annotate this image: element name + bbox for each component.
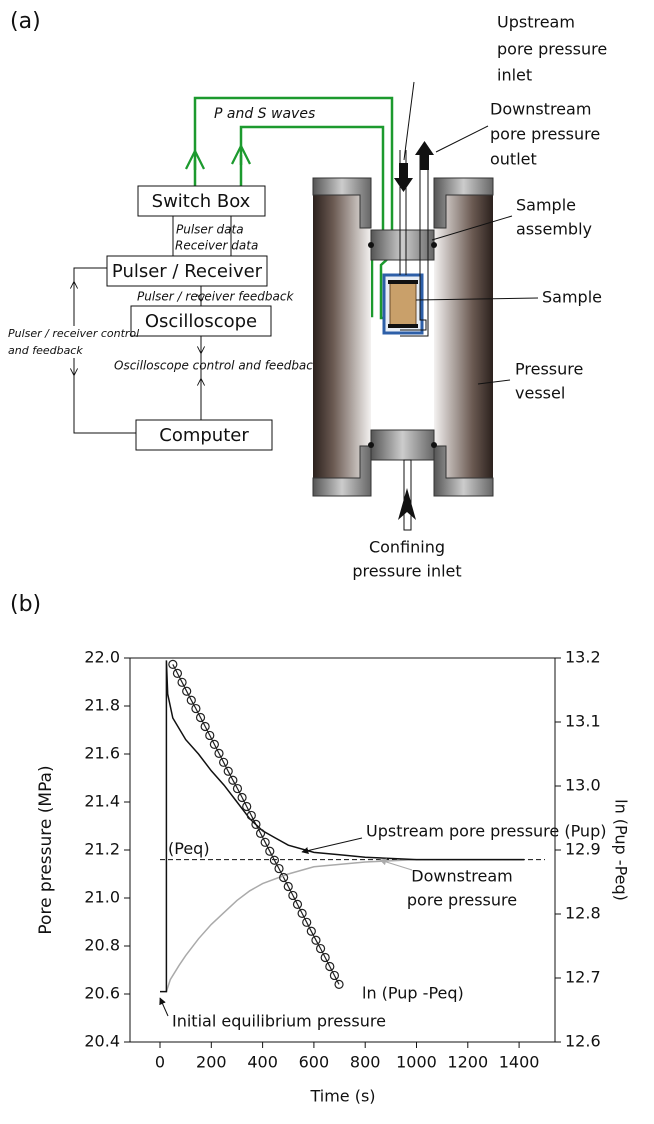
top-plug [371, 230, 434, 260]
o-ring [431, 442, 437, 448]
y2-axis-title: ln (Pup -Peq) [612, 799, 631, 901]
x-tick-label: 200 [196, 1053, 227, 1072]
callout: assembly [516, 220, 592, 239]
connector-label: and feedback [8, 344, 83, 357]
callout: Sample [516, 196, 576, 215]
reference-label: (Peq) [168, 839, 210, 858]
panel-label: (b) [10, 592, 41, 617]
y-tick-label: 20.4 [84, 1032, 120, 1051]
x-tick-label: 1400 [499, 1053, 540, 1072]
chart: 13.2 13.1 13.0 12.9 12.8 12.7 12.6 22.0 21.8 21.6… [10, 592, 631, 1106]
connector-label: Pulser data [176, 223, 244, 237]
bottom-plug [371, 430, 434, 460]
box-label: Pulser / Receiver [112, 261, 263, 282]
end-cap [388, 324, 418, 328]
panel-label: (a) [10, 9, 41, 34]
callout: Upstream [497, 13, 575, 32]
outlet-arrow [415, 141, 434, 170]
y2-tick-label: 13.1 [565, 712, 601, 731]
y2-tick-label: 13.0 [565, 776, 601, 795]
callout: Confining [369, 538, 445, 557]
callout: pore pressure [490, 125, 600, 144]
y2-tick-label: 13.2 [565, 648, 601, 667]
y-tick-label: 21.0 [84, 888, 120, 907]
box-label: Computer [159, 425, 249, 446]
y-tick-label: 21.4 [84, 792, 120, 811]
x-tick-label: 600 [299, 1053, 330, 1072]
annotation: Downstream [411, 867, 512, 886]
sample [390, 282, 416, 326]
y2-tick-label: 12.9 [565, 840, 601, 859]
x-axis-title: Time (s) [309, 1087, 375, 1106]
box-label: Oscilloscope [145, 311, 257, 332]
y-tick-label: 20.8 [84, 936, 120, 955]
x-tick-label: 800 [350, 1053, 381, 1072]
y-tick-label: 21.6 [84, 744, 120, 763]
callout: Downstream [490, 100, 591, 119]
annotation: Initial equilibrium pressure [172, 1012, 386, 1031]
x-tick-label: 400 [247, 1053, 278, 1072]
connector-label: Receiver data [175, 239, 258, 253]
y-tick-label: 20.6 [84, 984, 120, 1003]
annotation-arrow [302, 838, 362, 852]
y2-tick-label: 12.8 [565, 904, 601, 923]
annotation: pore pressure [407, 891, 517, 910]
connector-label: Oscilloscope control and feedback [114, 359, 321, 373]
o-ring [431, 242, 437, 248]
y2-tick-label: 12.6 [565, 1032, 601, 1051]
inlet-arrow [394, 163, 413, 192]
waves-label: P and S waves [214, 106, 315, 122]
y-tick-label: 22.0 [84, 648, 120, 667]
callout: vessel [515, 384, 565, 403]
y2-tick-label: 12.7 [565, 968, 601, 987]
x-tick-label: 1000 [396, 1053, 437, 1072]
callout: inlet [497, 66, 532, 85]
figure: (a) P and S waves Switch Box Pulser data… [0, 0, 654, 1124]
o-ring [368, 442, 374, 448]
x-tick-label: 1200 [447, 1053, 488, 1072]
connector-label: Pulser / receiver feedback [137, 290, 294, 304]
box-label: Switch Box [152, 191, 251, 212]
callout: Sample [542, 288, 602, 307]
annotation-arrow [380, 860, 412, 870]
callout: Pressure [515, 360, 583, 379]
o-ring [368, 242, 374, 248]
y-tick-label: 21.8 [84, 696, 120, 715]
data-point [335, 980, 343, 988]
y-tick-label: 21.2 [84, 840, 120, 859]
leader [436, 126, 488, 152]
annotation-arrow [160, 998, 168, 1016]
end-cap [388, 280, 418, 284]
y-axis-title: Pore pressure (MPa) [36, 765, 56, 934]
connector-label: Pulser / receiver control [8, 327, 139, 340]
callout: pore pressure [497, 40, 607, 59]
diagram: (a) P and S waves Switch Box Pulser data… [8, 9, 607, 581]
annotation: ln (Pup -Peq) [362, 984, 464, 1003]
annotation: Upstream pore pressure (Pup) [366, 822, 606, 841]
leader [404, 82, 414, 160]
callout: outlet [490, 150, 537, 169]
callout: pressure inlet [352, 562, 461, 581]
x-tick-label: 0 [155, 1053, 165, 1072]
